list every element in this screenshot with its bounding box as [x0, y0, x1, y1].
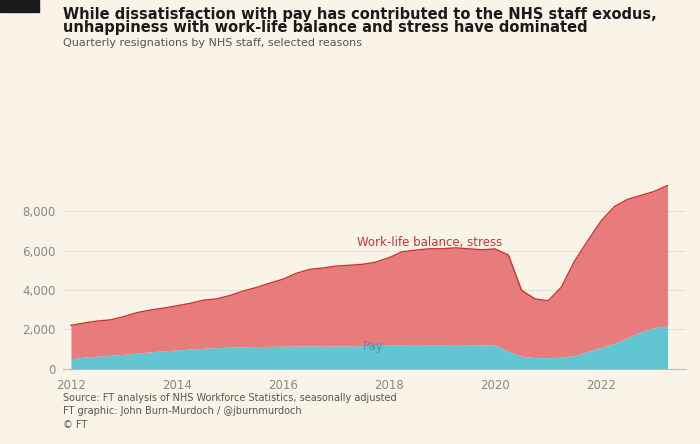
- Text: Quarterly resignations by NHS staff, selected reasons: Quarterly resignations by NHS staff, sel…: [63, 38, 362, 48]
- Text: © FT: © FT: [63, 420, 88, 430]
- Text: While dissatisfaction with pay has contributed to the NHS staff exodus,: While dissatisfaction with pay has contr…: [63, 7, 657, 22]
- Text: Work-life balance, stress: Work-life balance, stress: [357, 236, 503, 250]
- Text: Source: FT analysis of NHS Workforce Statistics, seasonally adjusted: Source: FT analysis of NHS Workforce Sta…: [63, 393, 397, 403]
- Text: FT graphic: John Burn-Murdoch / @jburnmurdoch: FT graphic: John Burn-Murdoch / @jburnmu…: [63, 406, 302, 416]
- Text: unhappiness with work-life balance and stress have dominated: unhappiness with work-life balance and s…: [63, 20, 587, 35]
- Text: Pay: Pay: [363, 340, 384, 353]
